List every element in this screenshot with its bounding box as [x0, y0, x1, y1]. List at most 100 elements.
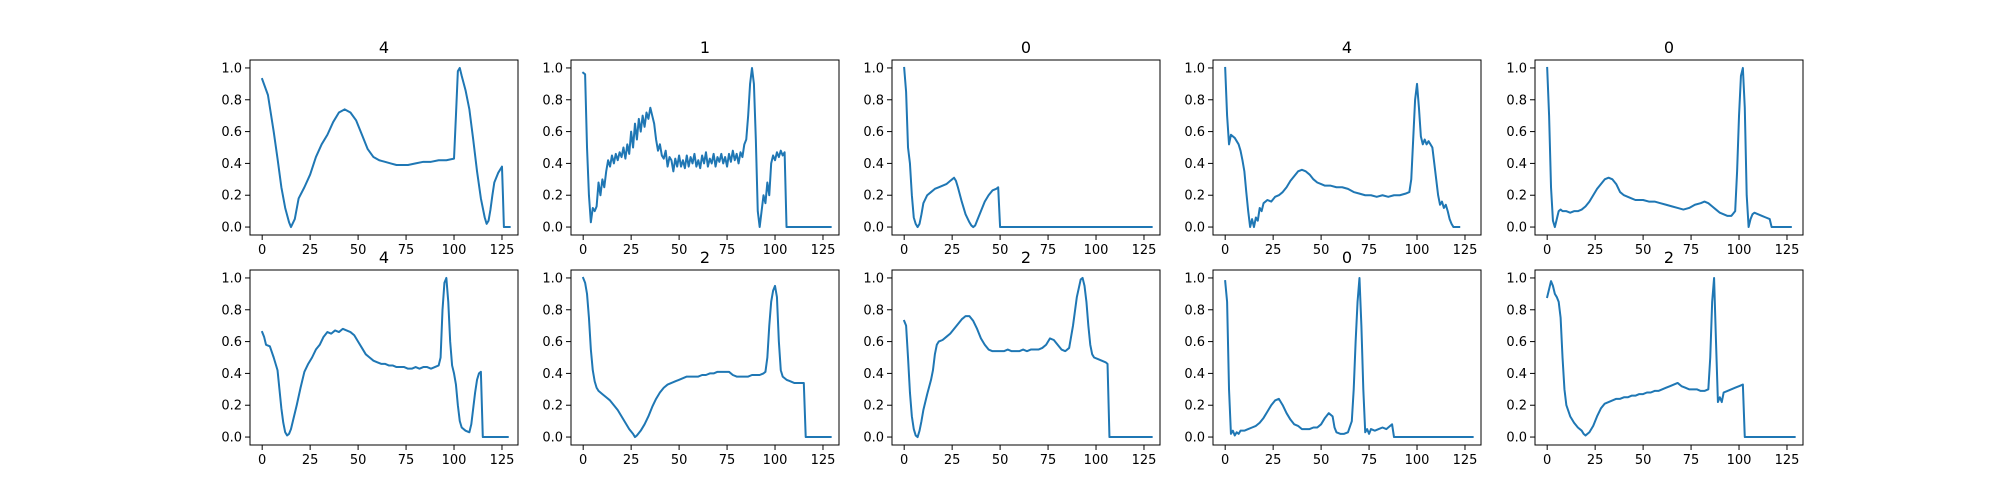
y-tick-label: 1.0: [221, 61, 242, 76]
x-tick-label: 125: [490, 243, 515, 258]
x-tick-label: 100: [763, 243, 788, 258]
x-tick-label: 125: [1775, 243, 1800, 258]
y-tick-label: 1.0: [1506, 271, 1527, 286]
axes-frame: [1212, 59, 1482, 236]
y-tick-label: 0.6: [863, 125, 884, 140]
y-tick-label: 0.2: [542, 189, 563, 204]
x-tick-label: 75: [719, 243, 736, 258]
subplot-5: 0 25 50 75 100 125 0.0 0.2 0.4 0.6 0.8 1.0 0: [1506, 38, 1804, 258]
y-tick-label: 0.6: [221, 125, 242, 140]
subplot-title: 2: [700, 248, 710, 267]
y-tick-label: 0.4: [1184, 367, 1205, 382]
series-line: [903, 66, 1153, 229]
y-tick-label: 0.8: [1184, 303, 1205, 318]
y-tick-label: 1.0: [863, 271, 884, 286]
x-tick-label: 50: [350, 453, 367, 468]
x-tick-label: 125: [811, 243, 836, 258]
y-tick-label: 0.8: [542, 93, 563, 108]
y-tick-label: 0.0: [1506, 221, 1527, 236]
x-tick-label: 100: [763, 453, 788, 468]
x-tick-label: 75: [1683, 243, 1700, 258]
x-tick-label: 100: [1084, 453, 1109, 468]
x-tick-label: 50: [671, 243, 688, 258]
y-tick-label: 0.2: [863, 399, 884, 414]
y-tick-label: 1.0: [221, 271, 242, 286]
axes-frame: [570, 269, 840, 446]
subplot-title: 1: [700, 38, 710, 57]
x-tick-label: 50: [1313, 243, 1330, 258]
y-tick-label: 0.4: [221, 157, 242, 172]
series-line: [581, 66, 832, 229]
y-tick-label: 0.0: [221, 221, 242, 236]
x-tick-label: 100: [1727, 453, 1752, 468]
y-tick-label: 0.8: [863, 93, 884, 108]
subplot-10: 0 25 50 75 100 125 0.0 0.2 0.4 0.6 0.8 1.0 2: [1506, 248, 1804, 468]
series-line: [260, 66, 511, 229]
x-tick-label: 25: [1265, 453, 1282, 468]
x-tick-label: 25: [623, 243, 640, 258]
subplot-3: 0 25 50 75 100 125 0.0 0.2 0.4 0.6 0.8 1.0 0: [863, 38, 1161, 258]
x-tick-label: 125: [1453, 453, 1478, 468]
x-tick-label: 125: [1453, 243, 1478, 258]
x-tick-label: 25: [1587, 243, 1604, 258]
y-tick-label: 0.8: [221, 303, 242, 318]
y-tick-label: 0.6: [221, 335, 242, 350]
y-tick-label: 0.4: [1506, 157, 1527, 172]
x-tick-label: 75: [1040, 243, 1057, 258]
x-tick-label: 100: [1405, 243, 1430, 258]
x-tick-label: 50: [1313, 453, 1330, 468]
x-tick-label: 50: [992, 243, 1009, 258]
x-tick-label: 100: [1727, 243, 1752, 258]
subplot-title: 0: [1664, 38, 1674, 57]
x-tick-label: 75: [1683, 453, 1700, 468]
y-tick-label: 0.2: [221, 189, 242, 204]
x-tick-label: 0: [1543, 243, 1551, 258]
y-tick-label: 0.6: [863, 335, 884, 350]
y-tick-label: 0.2: [1184, 189, 1205, 204]
y-tick-label: 0.0: [1184, 221, 1205, 236]
x-tick-label: 25: [944, 453, 961, 468]
series-line: [1545, 276, 1796, 439]
y-tick-label: 1.0: [1184, 61, 1205, 76]
x-tick-label: 0: [579, 453, 587, 468]
x-tick-label: 100: [1405, 453, 1430, 468]
x-tick-label: 0: [1543, 453, 1551, 468]
subplot-title: 4: [1342, 38, 1352, 57]
x-tick-label: 75: [719, 453, 736, 468]
y-tick-label: 1.0: [542, 271, 563, 286]
x-tick-label: 125: [1132, 453, 1157, 468]
y-tick-label: 0.8: [863, 303, 884, 318]
subplot-title: 0: [1342, 248, 1352, 267]
subplot-title: 4: [379, 248, 389, 267]
subplot-title: 4: [379, 38, 389, 57]
subplot-4: 0 25 50 75 100 125 0.0 0.2 0.4 0.6 0.8 1.0 4: [1184, 38, 1482, 258]
y-tick-label: 0.2: [1506, 399, 1527, 414]
axes-frame: [1534, 59, 1804, 236]
y-tick-label: 0.2: [542, 399, 563, 414]
subplot-7: 0 25 50 75 100 125 0.0 0.2 0.4 0.6 0.8 1.0 2: [542, 248, 840, 468]
y-tick-label: 0.4: [1506, 367, 1527, 382]
x-tick-label: 25: [944, 243, 961, 258]
x-tick-label: 25: [302, 243, 319, 258]
subplot-title: 2: [1021, 248, 1031, 267]
y-tick-label: 1.0: [863, 61, 884, 76]
x-tick-label: 125: [1775, 453, 1800, 468]
y-tick-label: 0.0: [863, 221, 884, 236]
x-tick-label: 75: [1040, 453, 1057, 468]
x-tick-label: 0: [258, 453, 266, 468]
y-tick-label: 0.4: [863, 367, 884, 382]
y-tick-label: 0.4: [542, 367, 563, 382]
y-tick-label: 0.8: [221, 93, 242, 108]
axes-frame: [891, 269, 1161, 446]
axes-frame: [1212, 269, 1482, 446]
y-tick-label: 0.0: [221, 431, 242, 446]
y-tick-label: 0.6: [1506, 125, 1527, 140]
y-tick-label: 1.0: [1184, 271, 1205, 286]
x-tick-label: 125: [490, 453, 515, 468]
series-line: [1224, 276, 1474, 439]
y-tick-label: 0.0: [863, 431, 884, 446]
y-tick-label: 0.4: [863, 157, 884, 172]
subplot-8: 0 25 50 75 100 125 0.0 0.2 0.4 0.6 0.8 1.0 2: [863, 248, 1161, 468]
y-tick-label: 0.8: [542, 303, 563, 318]
